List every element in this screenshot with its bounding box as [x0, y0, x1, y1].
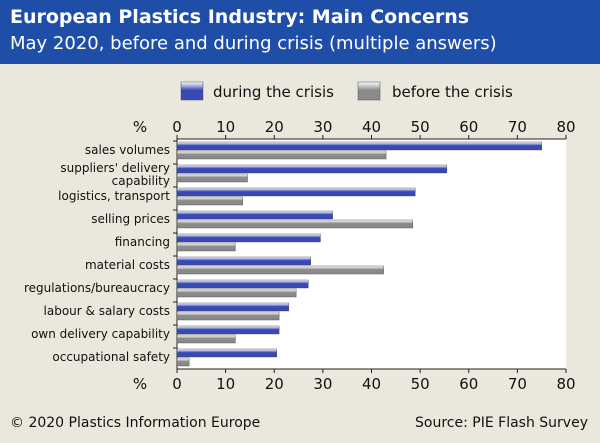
- header: European Plastics Industry: Main Concern…: [0, 0, 600, 64]
- tick-label-bottom: 0: [172, 375, 182, 393]
- category-label: material costs: [85, 258, 170, 272]
- category-label: labour & salary costs: [44, 304, 170, 318]
- tick-label-top: 20: [265, 118, 284, 136]
- bar-during: [176, 164, 448, 174]
- bar-before: [176, 288, 297, 298]
- category-label: capability: [112, 174, 170, 188]
- source-note: Source: PIE Flash Survey: [415, 415, 588, 431]
- tick-label-bottom: 50: [411, 375, 430, 393]
- tick-label-top: 80: [556, 118, 575, 136]
- tick-label-bottom: 80: [556, 375, 575, 393]
- category-label: logistics, transport: [58, 189, 170, 203]
- tick-label-top: 40: [362, 118, 381, 136]
- category-label: own delivery capability: [31, 327, 170, 341]
- legend-label-during: during the crisis: [213, 83, 334, 101]
- bar-before: [176, 357, 190, 367]
- copyright-note: © 2020 Plastics Information Europe: [10, 415, 261, 431]
- bar-before: [176, 334, 236, 344]
- tick-label-top: 0: [172, 118, 182, 136]
- bar-before: [176, 311, 280, 321]
- legend-swatch-before: [357, 81, 381, 101]
- legend-swatch-during: [180, 81, 204, 101]
- bar-before: [176, 219, 414, 229]
- bar-before: [176, 265, 384, 275]
- tick-label-top: 70: [508, 118, 527, 136]
- bar-before: [176, 242, 236, 252]
- tick-label-bottom: 20: [265, 375, 284, 393]
- tick-label-bottom: 10: [216, 375, 235, 393]
- bar-during: [176, 256, 311, 266]
- legend-label-before: before the crisis: [392, 83, 513, 101]
- tick-label-top: 50: [411, 118, 430, 136]
- tick-label-bottom: 70: [508, 375, 527, 393]
- chart-subtitle: May 2020, before and during crisis (mult…: [10, 33, 497, 54]
- category-label: financing: [115, 235, 170, 249]
- category-label: occupational safety: [52, 350, 170, 364]
- bar-during: [176, 325, 280, 335]
- tick-label-bottom: 60: [459, 375, 478, 393]
- category-label: sales volumes: [85, 143, 170, 157]
- bar-before: [176, 196, 243, 206]
- axis-unit-top: %: [133, 118, 147, 136]
- category-label: suppliers' delivery: [60, 161, 170, 175]
- tick-label-top: 30: [313, 118, 332, 136]
- bar-chart: during the crisis before the crisis 0 10 20 3…: [24, 81, 576, 393]
- bar-during: [176, 187, 416, 197]
- plot-area: [177, 139, 566, 369]
- tick-label-top: 10: [216, 118, 235, 136]
- tick-label-bottom: 30: [313, 375, 332, 393]
- bar-during: [176, 302, 290, 312]
- tick-label-bottom: 40: [362, 375, 381, 393]
- bar-during: [176, 233, 321, 243]
- axis-unit-bottom: %: [133, 375, 147, 393]
- bar-before: [176, 150, 387, 160]
- tick-label-top: 60: [459, 118, 478, 136]
- category-label: selling prices: [91, 212, 170, 226]
- bar-during: [176, 141, 542, 151]
- bar-before: [176, 173, 248, 183]
- bar-during: [176, 210, 333, 220]
- bar-during: [176, 348, 277, 358]
- bar-during: [176, 279, 309, 289]
- category-label: regulations/bureaucracy: [24, 281, 170, 295]
- chart-title: European Plastics Industry: Main Concern…: [10, 6, 470, 28]
